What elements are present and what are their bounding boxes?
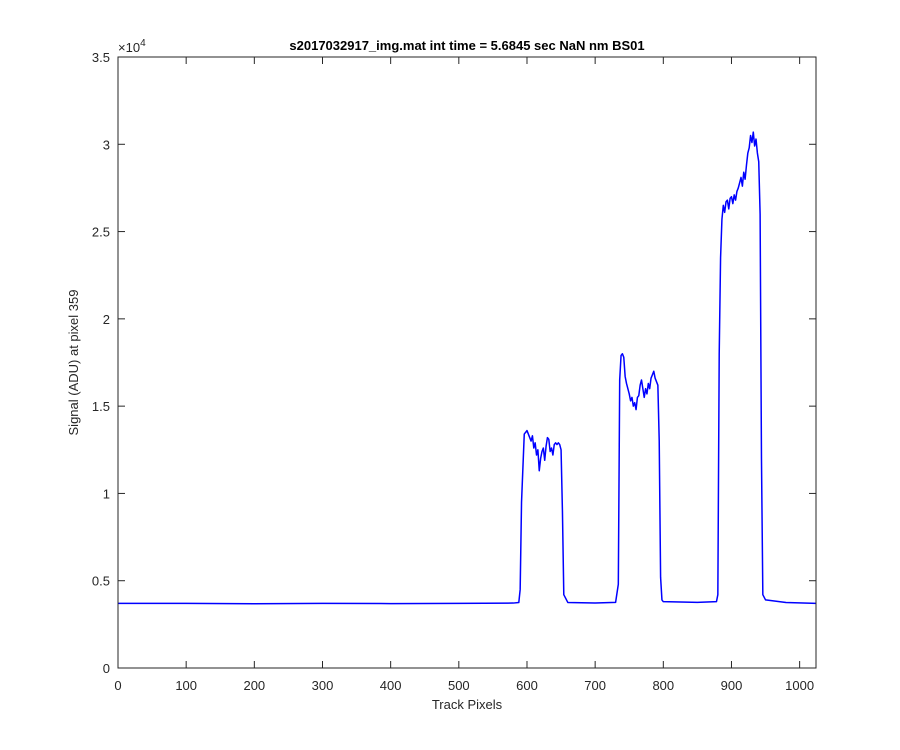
x-axis: 0 100 200 300 400 500 600 700 800 900 1000 [114,57,814,693]
x-tick-label: 0 [114,678,121,693]
axes-background [118,57,816,668]
x-tick-label: 100 [175,678,197,693]
y-tick-label: 1.5 [92,399,110,414]
x-tick-label: 600 [516,678,538,693]
y-axis: 0 0.5 1 1.5 2 2.5 3 3.5 [92,50,816,676]
y-tick-label: 2.5 [92,225,110,240]
x-tick-label: 200 [243,678,265,693]
x-axis-label: Track Pixels [432,697,503,712]
y-tick-label: 3.5 [92,50,110,65]
y-axis-exponent: ×104 [118,38,146,55]
y-exponent-base: ×10 [118,40,140,55]
axes-box [117,56,817,669]
x-tick-label: 900 [721,678,743,693]
y-tick-label: 3 [103,137,110,152]
chart-marks [118,131,817,605]
y-exponent-power: 4 [140,38,146,49]
series-line-0 [118,131,817,605]
x-tick-label: 700 [584,678,606,693]
y-tick-label: 2 [103,312,110,327]
y-tick-label: 1 [103,486,110,501]
y-tick-label: 0.5 [92,574,110,589]
x-tick-label: 300 [312,678,334,693]
x-tick-label: 400 [380,678,402,693]
x-tick-label: 800 [652,678,674,693]
y-axis-label: Signal (ADU) at pixel 359 [66,290,81,436]
y-tick-label: 0 [103,661,110,676]
x-tick-label: 500 [448,678,470,693]
chart-title: s2017032917_img.mat int time = 5.6845 se… [289,38,644,53]
x-tick-label: 1000 [785,678,814,693]
